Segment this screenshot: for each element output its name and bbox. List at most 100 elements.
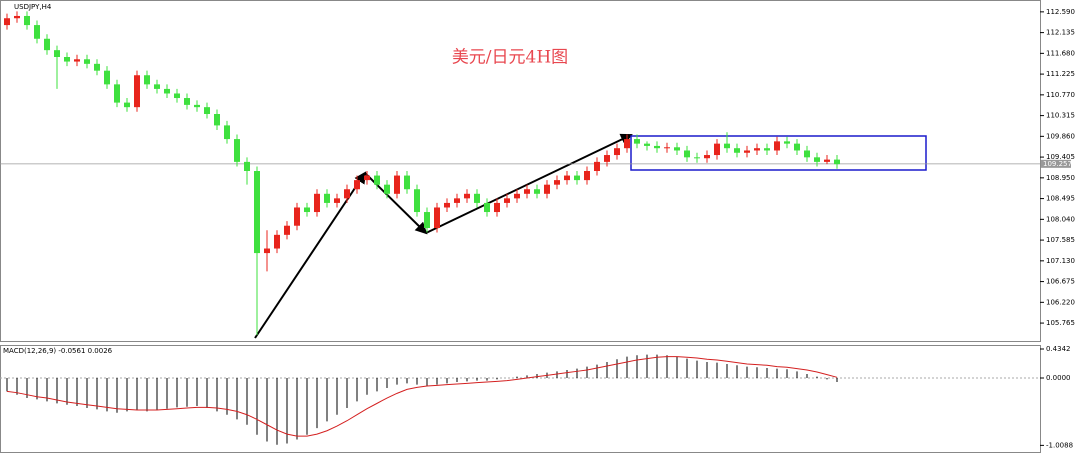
macd-panel [0,345,1041,453]
range-box [630,135,927,171]
y-tick-label: 107.585 [1046,236,1075,244]
candle-body [724,143,730,149]
candle-body [454,198,460,203]
candle-body [64,57,70,62]
candle-body [44,38,50,51]
candle-body [114,84,120,103]
candle-body [524,189,530,194]
y-tick-label: 110.770 [1046,91,1075,99]
y-tick-label: 108.040 [1046,215,1075,223]
y-tick-label: 109.860 [1046,132,1075,140]
candle-body [814,157,820,162]
candle-body [94,63,100,71]
candle-body [4,18,10,26]
candle-body [334,198,340,203]
candle-body [824,159,830,162]
candle-body [434,207,440,228]
candle-body [314,193,320,213]
candle-body [714,143,720,156]
candle-body [204,107,210,114]
candle-body [704,155,710,159]
candle-body [684,150,690,158]
candle-body [74,59,80,62]
candle-body [744,150,750,153]
y-tick-label: 108.495 [1046,195,1075,203]
candle-body [324,193,330,203]
y-tick-label: 111.225 [1046,70,1075,78]
candle-body [84,59,90,64]
candle-body [484,202,490,213]
y-tick-label: 0.4342 [1046,345,1071,353]
candle-body [624,139,630,149]
candle-body [514,193,520,199]
candle-body [54,50,60,57]
candle-body [384,184,390,194]
y-tick-label: 110.315 [1046,112,1075,120]
candle-body [194,104,200,108]
y-tick-label: 109.405 [1046,153,1075,161]
candle-body [234,139,240,162]
y-tick-label: 106.220 [1046,298,1075,306]
candle-body [544,184,550,194]
candle-body [414,189,420,213]
candle-body [674,147,680,151]
candle-body [634,139,640,144]
candle-body [284,225,290,235]
candle-body [694,157,700,159]
candle-body [644,143,650,146]
candle-body [444,202,450,208]
candle-body [174,93,180,99]
y-tick-label: 111.680 [1046,49,1075,57]
y-tick-label: -1.0088 [1046,441,1073,449]
candle-body [834,159,840,165]
y-tick-label: 108.950 [1046,174,1075,182]
annotation: 美元/日元4H图 [452,48,568,68]
y-tick-label: 112.590 [1046,8,1075,16]
candle-body [144,75,150,85]
candle-body [34,25,40,39]
candle-body [534,189,540,194]
candle-body [214,114,220,126]
candle-body [614,148,620,156]
candle-body [774,141,780,151]
candle-body [134,75,140,108]
chart-title: USDJPY,H4 [14,3,52,11]
y-tick-label: 105.765 [1046,319,1075,327]
candle-body [604,155,610,162]
candle-body [754,148,760,151]
candle-body [374,175,380,185]
candle-body [344,189,350,199]
candle-body [764,148,770,151]
candle-body [14,15,20,19]
candle-body [244,161,250,171]
candle-body [394,175,400,194]
y-tick-label: 0.0000 [1046,374,1071,382]
candle-body [264,248,270,254]
candle-body [584,171,590,181]
candle-body [304,207,310,213]
candle-body [804,150,810,158]
candle-body [564,175,570,181]
candle-body [664,147,670,149]
candle-body [184,98,190,105]
macd-title: MACD(12,26,9) -0.0561 0.0026 [3,347,113,355]
candle-body [164,88,170,94]
main-panel [0,0,1041,342]
candle-body [124,102,130,108]
candle-body [104,70,110,85]
candle-body [554,180,560,185]
candle-body [654,145,660,149]
price-tag [1041,159,1071,168]
trend-arrow [425,133,633,234]
candle-body [734,148,740,153]
candle-body [464,193,470,199]
candle-body [794,143,800,151]
candle-body [364,175,370,181]
drawings [254,133,927,339]
candle-body [574,175,580,181]
candle-body [504,198,510,203]
candle-body [274,234,280,249]
candle-body [154,84,160,89]
candle-body [294,207,300,226]
